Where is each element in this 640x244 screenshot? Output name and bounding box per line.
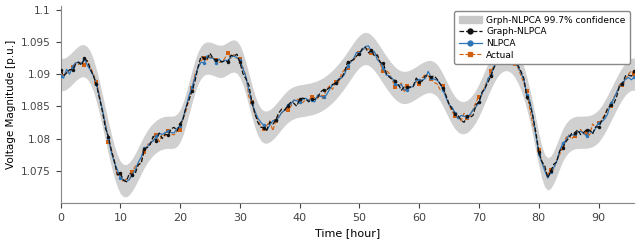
Legend: Grph-NLPCA 99.7% confidence, Graph-NLPCA, NLPCA, Actual: Grph-NLPCA 99.7% confidence, Graph-NLPCA… (454, 11, 630, 64)
Y-axis label: Voltage Magnitude [p.u.]: Voltage Magnitude [p.u.] (6, 40, 15, 169)
X-axis label: Time [hour]: Time [hour] (315, 228, 380, 238)
